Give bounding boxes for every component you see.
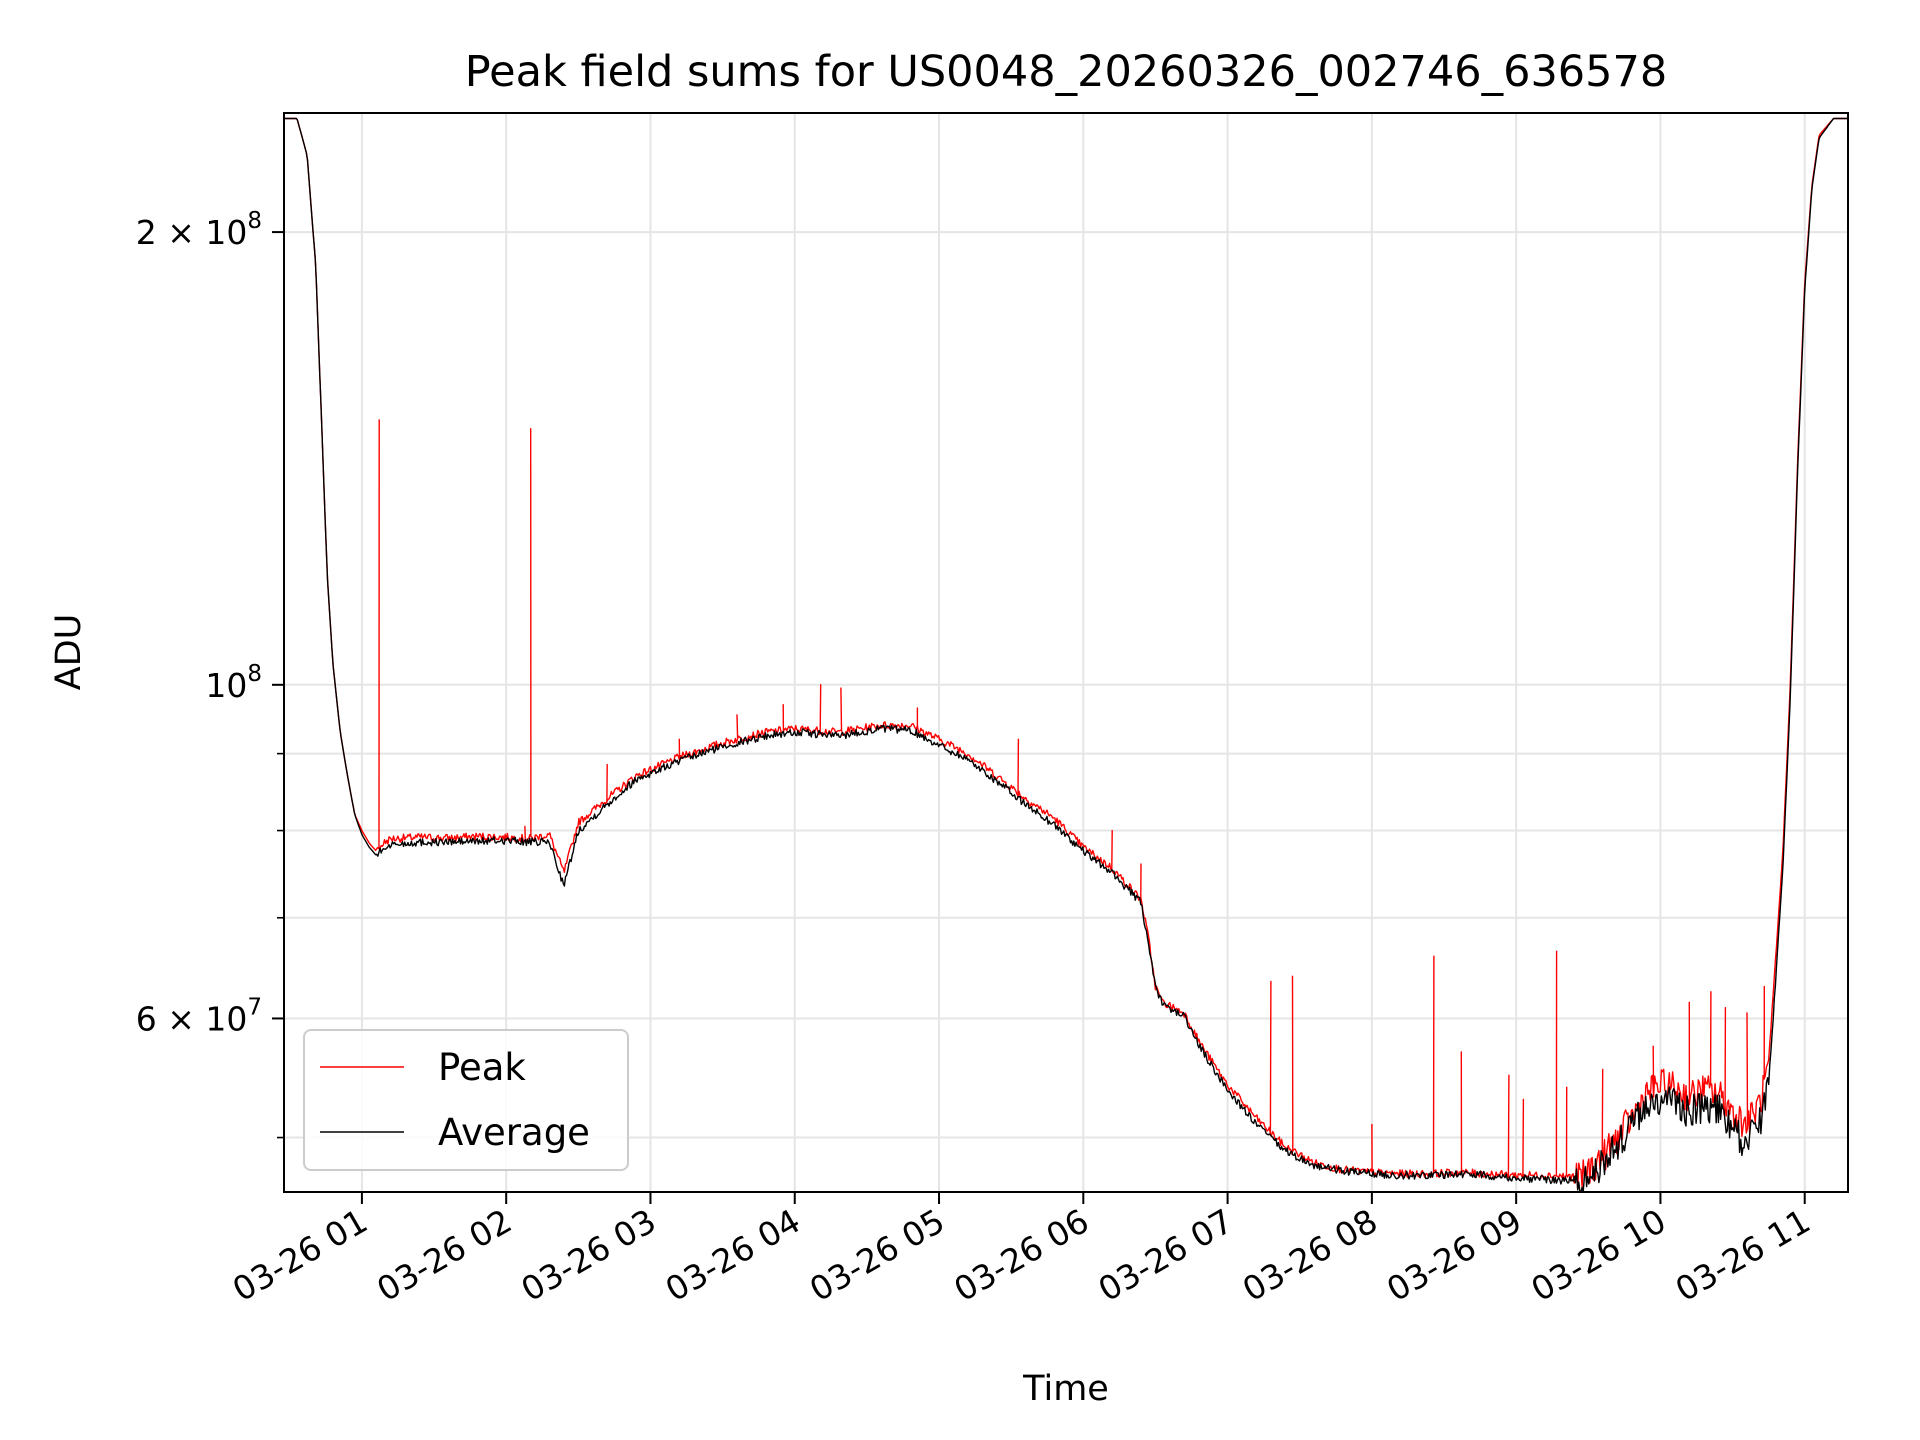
- legend: Peak Average: [303, 1029, 629, 1171]
- y-tick-label: 2 × 108: [136, 208, 262, 252]
- grid-lines: [284, 113, 1848, 1192]
- legend-box: [303, 1029, 629, 1171]
- chart-title: Peak field sums for US0048_20260326_0027…: [465, 47, 1668, 97]
- series-layer: [284, 117, 1848, 1193]
- y-axis-label: ADU: [49, 614, 89, 691]
- y-tick-label: 6 × 107: [136, 994, 262, 1038]
- legend-average-label: Average: [438, 1111, 590, 1154]
- x-axis-label: Time: [1022, 1369, 1109, 1409]
- series-line-average: [284, 117, 1848, 1193]
- series-line-peak: [284, 117, 1848, 1191]
- legend-peak-label: Peak: [438, 1046, 526, 1089]
- plot-frame: [283, 112, 1849, 1193]
- y-tick-label: 108: [205, 661, 262, 705]
- y-axis: 6 × 107 108 2 × 108: [136, 208, 284, 1139]
